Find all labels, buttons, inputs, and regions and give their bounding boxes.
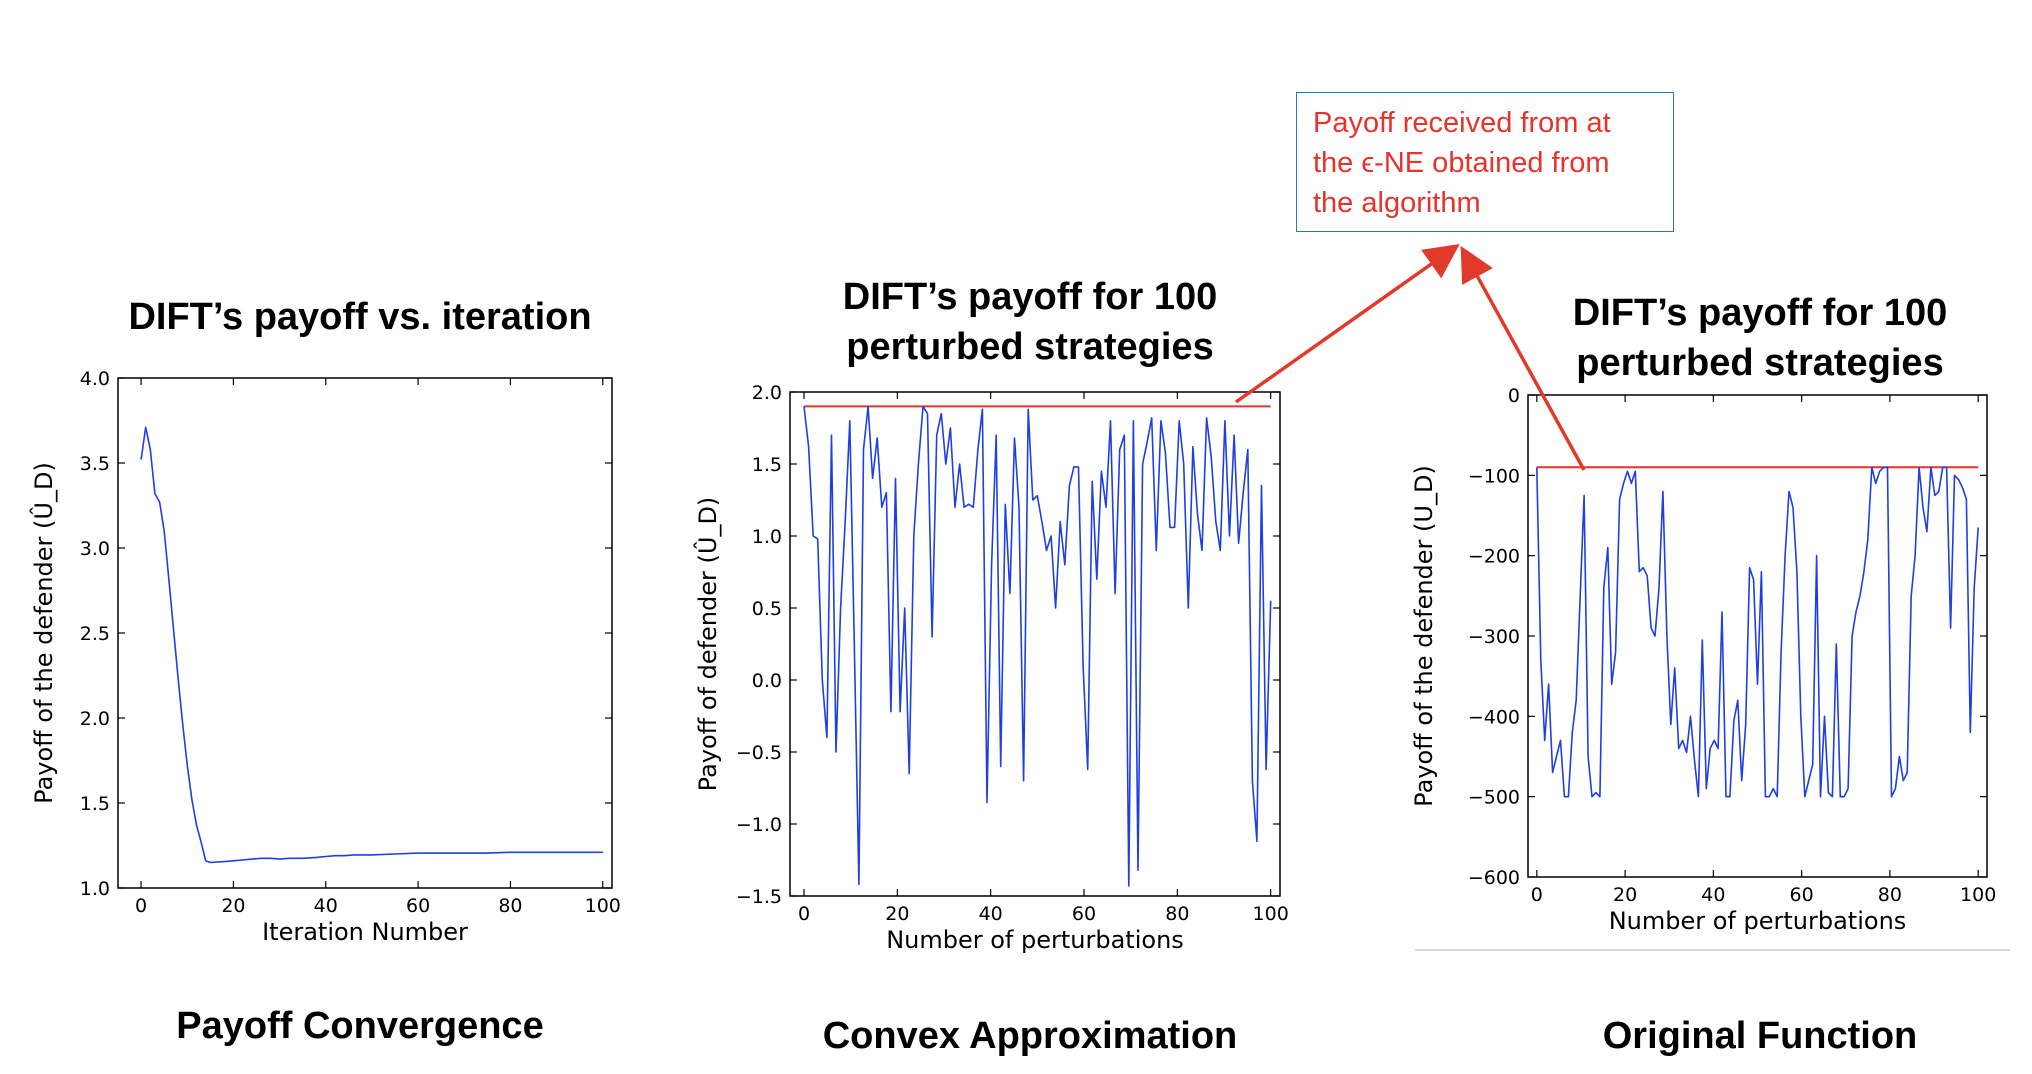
annotation-box: Payoff received from at the ϵ-NE obtaine… xyxy=(1296,92,1674,232)
plot-frame xyxy=(117,377,613,889)
x-axis-label: Number of perturbations xyxy=(1609,907,1907,935)
x-tick-label: 0 xyxy=(1531,884,1543,906)
annotation-line: the ϵ-NE obtained from xyxy=(1313,147,1610,179)
y-tick-label: −200 xyxy=(1468,546,1520,568)
y-tick-label: −1.5 xyxy=(736,886,782,908)
chart-1-title: DIFT’s payoff vs. iteration xyxy=(128,296,592,338)
series-line xyxy=(140,426,603,864)
x-tick-label: 20 xyxy=(1613,884,1637,906)
x-tick-label: 20 xyxy=(885,903,909,925)
y-tick-label: 2.5 xyxy=(80,623,110,645)
x-tick-label: 20 xyxy=(221,895,245,917)
chart-3-caption: Original Function xyxy=(1602,1015,1918,1057)
chart-1-caption: Payoff Convergence xyxy=(176,1005,544,1047)
chart-3: 0 20 40 60 80 100 −600 −500 −400 −300 −200 −100 0 Num… xyxy=(1410,385,1996,935)
y-tick-label: 1.5 xyxy=(752,454,782,476)
annotation-arrow-1 xyxy=(1234,243,1460,404)
chart-3-title: DIFT’s payoff for 100 perturbed strategi… xyxy=(1572,292,1948,384)
chart-2-caption: Convex Approximation xyxy=(822,1015,1238,1057)
y-tick-label: 1.0 xyxy=(752,526,782,548)
y-tick-label: −1.0 xyxy=(736,814,782,836)
x-tick-label: 40 xyxy=(314,895,338,917)
chart-2: 0 20 40 60 80 100 −1.5 −1.0 −0.5 0.0 0.5 1.0 1.5 2.0 N… xyxy=(692,382,1289,954)
series-line xyxy=(803,405,1272,887)
x-tick-label: 80 xyxy=(1165,903,1189,925)
x-tick-label: 100 xyxy=(1960,884,1996,906)
plot-frame xyxy=(789,391,1281,897)
chart-2-title: DIFT’s payoff for 100 perturbed strategi… xyxy=(842,276,1218,368)
x-tick-label: 80 xyxy=(498,895,522,917)
series-line xyxy=(1536,466,1979,798)
y-axis-label: Payoff of defender (Û_D) xyxy=(692,497,722,792)
x-tick-label: 60 xyxy=(406,895,430,917)
x-tick-label: 0 xyxy=(135,895,147,917)
x-tick-label: 60 xyxy=(1072,903,1096,925)
annotation-line: Payoff received from at xyxy=(1313,107,1611,139)
y-tick-label: 2.0 xyxy=(80,708,110,730)
y-axis-label: Payoff of the defender (U_D) xyxy=(1410,465,1438,807)
x-tick-label: 80 xyxy=(1878,884,1902,906)
chart-1: 0 20 40 60 80 100 1.0 1.5 2.0 2.5 3.0 3.5 4.0 Iterati… xyxy=(28,368,621,946)
y-tick-label: 1.0 xyxy=(80,878,110,900)
y-axis-label: Payoff of the defender (Û_D) xyxy=(28,462,58,804)
x-tick-label: 60 xyxy=(1790,884,1814,906)
y-tick-label: 2.0 xyxy=(752,382,782,404)
annotation-line: the algorithm xyxy=(1313,187,1481,219)
x-tick-label: 0 xyxy=(798,903,810,925)
y-tick-label: −100 xyxy=(1468,465,1520,487)
y-tick-label: 3.5 xyxy=(80,453,110,475)
y-tick-label: 1.5 xyxy=(80,793,110,815)
x-tick-label: 40 xyxy=(979,903,1003,925)
annotation-arrow-2 xyxy=(1460,245,1586,471)
x-tick-label: 100 xyxy=(1253,903,1289,925)
y-tick-label: −600 xyxy=(1468,867,1520,889)
y-tick-label: 4.0 xyxy=(80,368,110,390)
y-tick-label: 0 xyxy=(1508,385,1520,407)
x-axis-label: Iteration Number xyxy=(262,918,468,946)
y-tick-label: −0.5 xyxy=(736,742,782,764)
y-tick-label: 0.5 xyxy=(752,598,782,620)
x-tick-label: 100 xyxy=(585,895,621,917)
x-axis-label: Number of perturbations xyxy=(886,926,1184,954)
y-tick-label: 3.0 xyxy=(80,538,110,560)
y-tick-label: −400 xyxy=(1468,706,1520,728)
y-tick-label: −300 xyxy=(1468,626,1520,648)
y-tick-label: 0.0 xyxy=(752,670,782,692)
y-tick-label: −500 xyxy=(1468,787,1520,809)
x-tick-label: 40 xyxy=(1701,884,1725,906)
